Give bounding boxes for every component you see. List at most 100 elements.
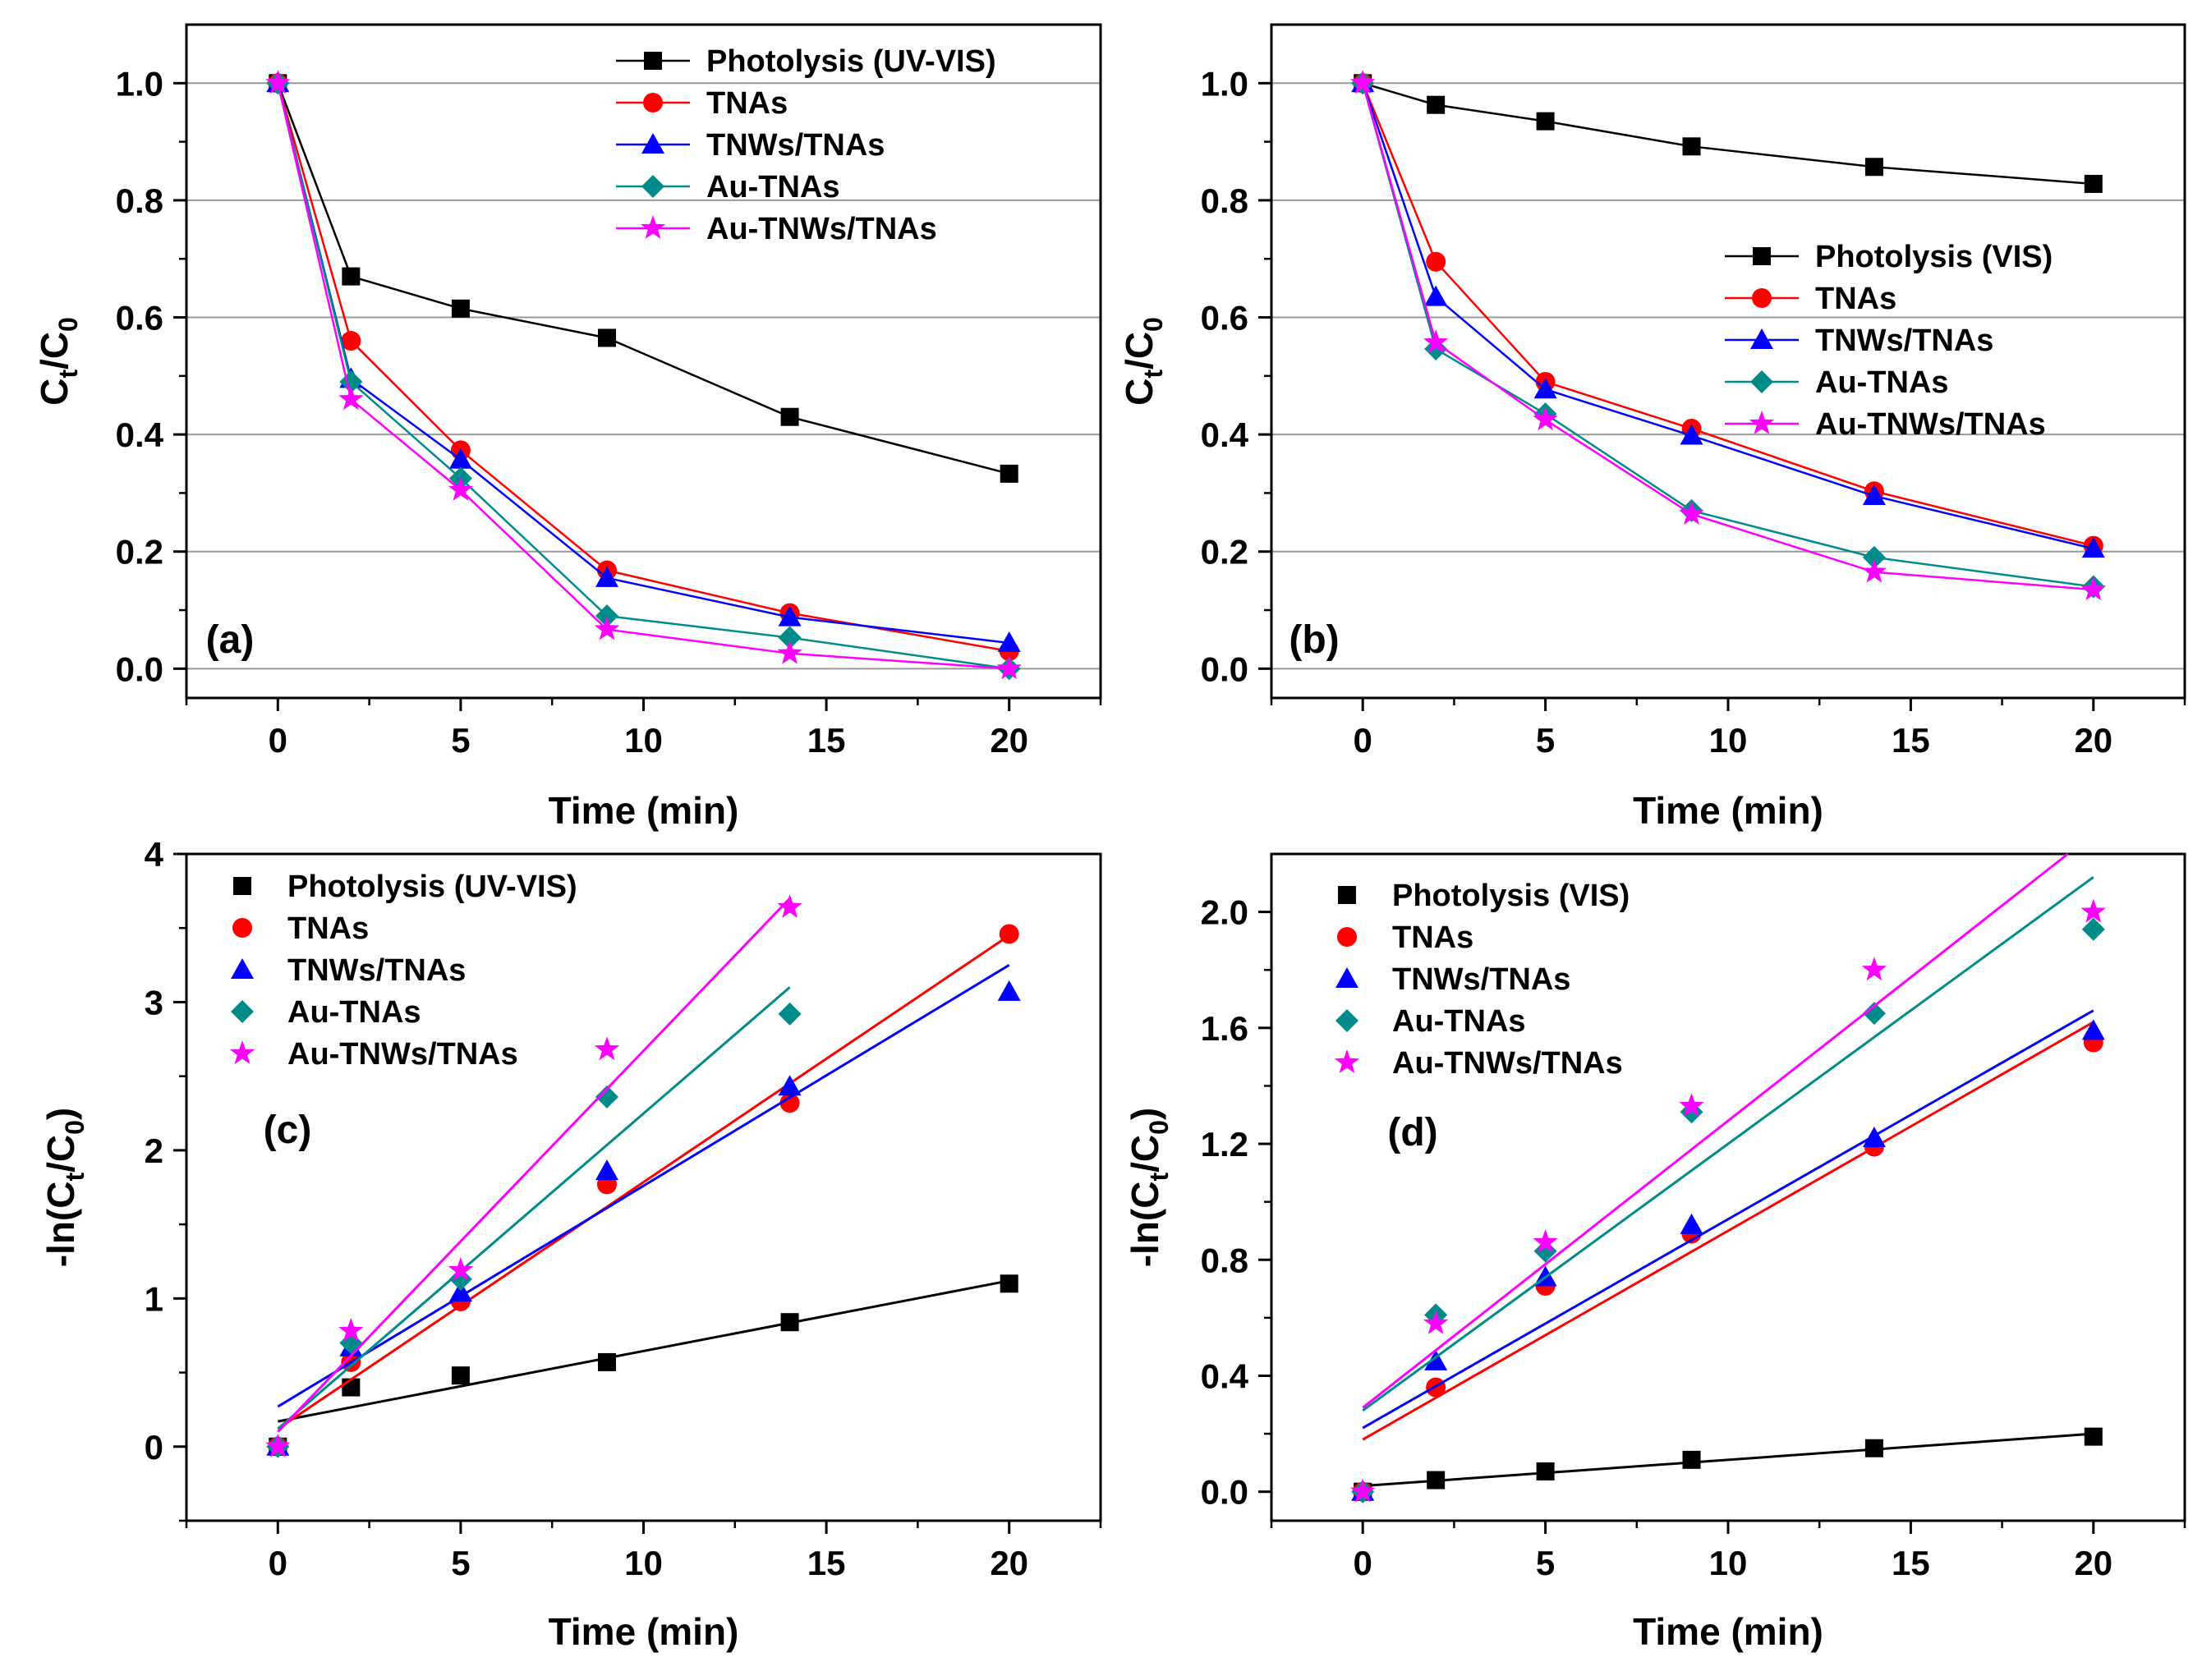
fit-line xyxy=(277,934,1010,1430)
x-tick-label: 15 xyxy=(1892,721,1930,760)
legend-label: TNWs/TNAs xyxy=(1815,324,1993,358)
series-line xyxy=(277,83,1009,670)
data-point xyxy=(595,604,618,628)
y-tick-label: 0.0 xyxy=(116,650,163,688)
series-au-tnws-tnas xyxy=(1350,70,2106,600)
y-tick-label: 0.4 xyxy=(1201,1356,1249,1395)
y-axis-title-part: /C xyxy=(33,332,76,370)
data-point xyxy=(594,1036,620,1061)
data-point xyxy=(997,631,1021,652)
y-tick-label: 3 xyxy=(145,983,163,1021)
series-au-tnws-tnas xyxy=(265,70,1022,680)
legend-label: Photolysis (UV-VIS) xyxy=(706,44,996,79)
y-axis-title-part: 0 xyxy=(1138,317,1168,332)
legend-label: Au-TNWs/TNAs xyxy=(706,212,937,246)
data-point xyxy=(1350,70,1376,94)
series-line xyxy=(1361,82,2094,588)
plot-frame xyxy=(185,23,1102,700)
data-point xyxy=(1423,1310,1449,1334)
legend-label: Au-TNAs xyxy=(287,995,421,1030)
y-axis-title-part: ) xyxy=(1124,1108,1166,1120)
y-axis-title-part: -ln(C xyxy=(1124,1182,1166,1268)
data-point xyxy=(1536,112,1555,131)
data-point xyxy=(1424,1349,1448,1370)
legend-label: TNWs/TNAs xyxy=(706,128,885,163)
x-axis-title: Time (min) xyxy=(1633,789,1823,832)
data-point xyxy=(1680,1213,1703,1234)
panel-label: (d) xyxy=(1387,1111,1437,1154)
y-axis-title-part: ) xyxy=(39,1108,82,1120)
data-point xyxy=(779,1093,800,1113)
data-point xyxy=(448,476,474,501)
x-tick-label: 15 xyxy=(1892,1544,1930,1582)
y-axis-title-part: /C xyxy=(1118,332,1161,370)
y-tick-label: 1 xyxy=(145,1279,163,1318)
data-point xyxy=(2080,898,2106,923)
fit-line xyxy=(277,964,1010,1408)
y-tick-label: 4 xyxy=(145,835,164,874)
legend-marker xyxy=(231,958,254,979)
series-au-tnas xyxy=(266,71,1021,681)
data-point xyxy=(1533,1229,1558,1253)
data-point xyxy=(265,1433,291,1457)
legend-label: TNAs xyxy=(706,86,788,121)
data-point xyxy=(1536,1462,1555,1480)
y-axis-title-part: t xyxy=(1138,370,1168,379)
legend-marker xyxy=(641,175,664,198)
data-point xyxy=(1679,1093,1704,1118)
y-axis-title: Ct/C0 xyxy=(33,317,83,406)
data-point xyxy=(595,1159,618,1181)
y-axis-title-part: 0 xyxy=(53,317,83,332)
legend-label: Au-TNAs xyxy=(1815,365,1949,400)
data-point xyxy=(1000,464,1018,483)
x-tick-label: 20 xyxy=(2074,721,2112,760)
series-photolysis-uv-vis- xyxy=(269,74,1018,483)
legend-marker xyxy=(641,133,664,154)
y-tick-label: 0.2 xyxy=(116,533,163,571)
legend-marker xyxy=(1337,927,1357,947)
data-point xyxy=(338,1318,364,1342)
legend-label: Au-TNAs xyxy=(706,170,840,204)
data-point xyxy=(1862,1126,1886,1147)
legend-label: TNWs/TNAs xyxy=(287,953,466,988)
series-tnas xyxy=(268,73,1019,661)
data-point xyxy=(338,386,364,411)
y-tick-label: 0.4 xyxy=(1201,415,1249,454)
chart-panel-b: 0 5 10 15 20 0.0 0.2 0.4 0.6 0.8 1.0 Time (min) Ct/C… xyxy=(1118,23,2186,832)
y-tick-label: 0.8 xyxy=(1201,1241,1248,1279)
fit-line xyxy=(278,1279,1009,1423)
x-axis-title: Time (min) xyxy=(549,1610,739,1653)
y-axis-title: -ln(Ct/C0) xyxy=(1124,1108,1174,1268)
legend-marker xyxy=(1750,370,1773,393)
data-point xyxy=(1533,406,1558,431)
data-point xyxy=(1680,424,1703,445)
x-tick-label: 0 xyxy=(269,1544,287,1582)
series-line xyxy=(277,82,1010,475)
data-point xyxy=(1000,1274,1018,1293)
data-point xyxy=(999,924,1019,944)
data-point xyxy=(2081,537,2105,558)
data-point xyxy=(1533,378,1557,399)
data-point xyxy=(597,1352,616,1371)
y-tick-label: 0.8 xyxy=(1201,181,1248,220)
legend-marker xyxy=(1335,1009,1358,1032)
data-point xyxy=(451,1366,470,1385)
series-line xyxy=(277,83,1009,670)
legend-label: TNAs xyxy=(1392,920,1473,955)
y-axis-title-part: C xyxy=(33,379,76,406)
legend-label: Au-TNWs/TNAs xyxy=(1392,1046,1623,1081)
x-tick-label: 5 xyxy=(451,1544,470,1582)
data-point xyxy=(1426,251,1446,272)
data-point xyxy=(1682,137,1701,156)
series-photolysis-uv-vis- xyxy=(269,1274,1018,1456)
data-point xyxy=(777,640,802,664)
series-line xyxy=(1361,82,2094,591)
legend: Photolysis (VIS) TNAs TNWs/TNAs Au-TNAs Au-T… xyxy=(1725,240,2053,442)
data-point xyxy=(2084,1427,2103,1446)
fit-line xyxy=(277,986,791,1430)
legend-marker xyxy=(1752,288,1772,308)
data-point xyxy=(1864,158,1883,177)
y-axis-title-part: t xyxy=(53,370,83,379)
y-tick-label: 0 xyxy=(145,1428,163,1467)
